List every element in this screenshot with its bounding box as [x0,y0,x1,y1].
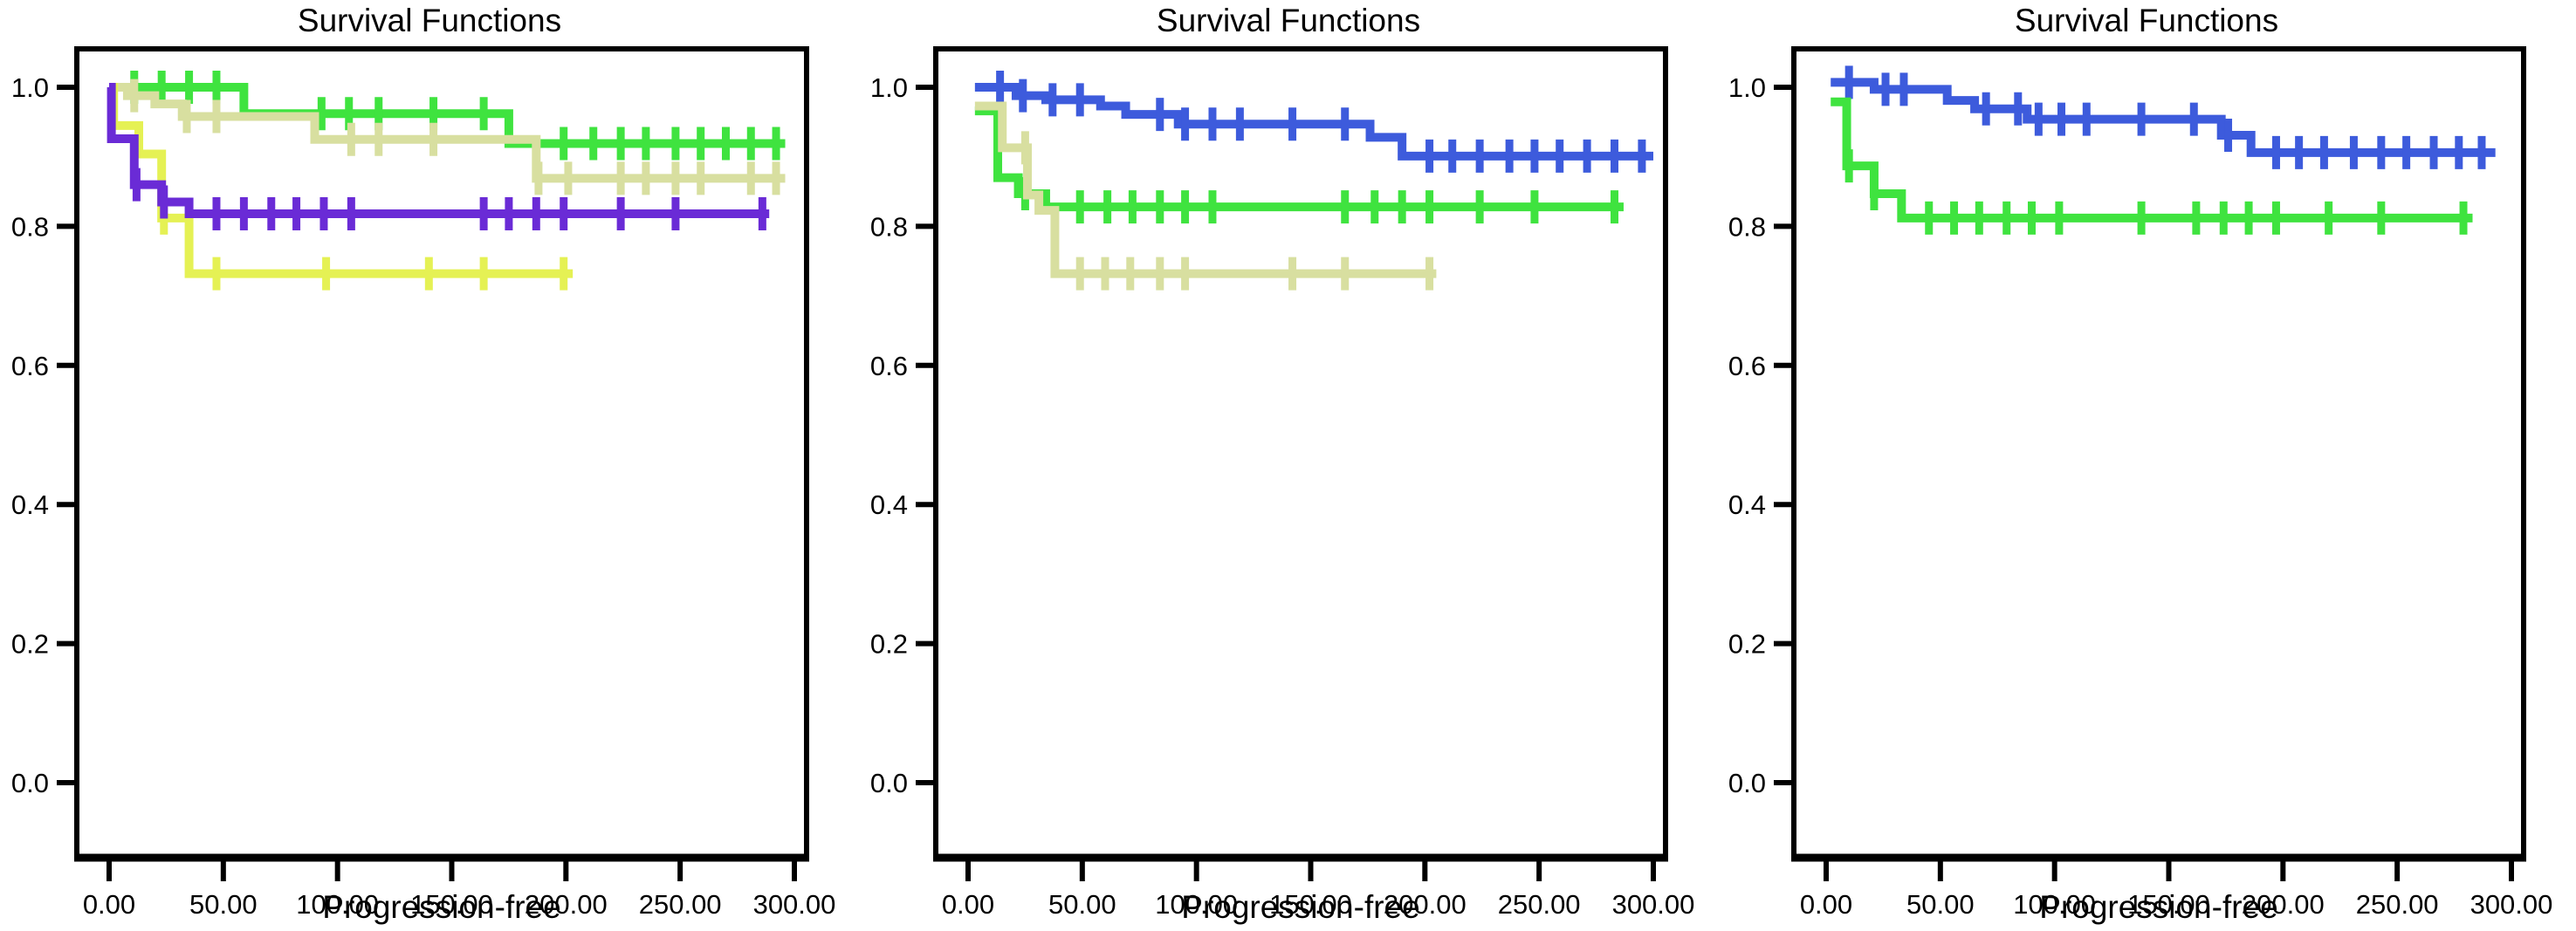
y-tick-label: 0.2 [870,629,908,660]
y-tick-label: 1.0 [1728,72,1766,103]
x-tick-label: 200.00 [525,889,608,920]
x-tick-label: 50.00 [1906,889,1975,920]
x-axis-title: Progression-free [1181,889,1419,925]
survival-plot-panel-3: Survival Functions 1.0 0.8 0.6 0.4 0.2 0.0 0.00… [1717,0,2576,927]
green-curve [974,106,1624,212]
y-tick-label: 0.4 [870,489,908,520]
x-tick-label: 250.00 [639,889,722,920]
khaki-curve [108,83,786,183]
purple-curve [106,83,770,219]
x-tick-label: 150.00 [2127,889,2210,920]
x-tick-label: 150.00 [410,889,493,920]
x-tick-label: 100.00 [296,889,379,920]
x-tick-label: 0.00 [83,889,135,920]
y-tick-label: 0.6 [1728,351,1766,381]
x-tick-label: 150.00 [1269,889,1352,920]
x-tick-label: 300.00 [753,889,836,920]
survival-plot-panel-1: Survival Functions 1.0 0.8 0.6 0.4 0.2 0.0 0.00… [0,0,859,927]
y-tick-label: 0.6 [11,351,49,381]
x-tick-label: 100.00 [1155,889,1238,920]
y-tick-label: 0.2 [11,629,49,660]
y-tick-label: 0.8 [11,211,49,242]
x-tick-label: 200.00 [1384,889,1467,920]
x-axis-title: Progression-free [2040,889,2278,925]
x-tick-label: 0.00 [942,889,994,920]
blue-curve [1831,78,2497,157]
survival-plot-2: Survival Functions 1.0 0.8 0.6 0.4 0.2 0.0 0.00… [870,3,1694,925]
y-tick-label: 0.4 [11,489,49,520]
y-tick-label: 1.0 [11,72,49,103]
survival-plot-3: Survival Functions 1.0 0.8 0.6 0.4 0.2 0.0 0.00… [1728,3,2553,925]
khaki-curve [974,101,1437,278]
chart-title: Survival Functions [1157,3,1420,38]
survival-plot-panel-2: Survival Functions 1.0 0.8 0.6 0.4 0.2 0.0 0.00… [859,0,1718,927]
y-tick-label: 0.4 [1728,489,1766,520]
x-tick-label: 200.00 [2242,889,2325,920]
survival-plot-1: Survival Functions 1.0 0.8 0.6 0.4 0.2 0.0 0.00… [11,3,836,925]
plot-frame [1791,46,2527,860]
x-tick-label: 300.00 [2470,889,2553,920]
x-tick-label: 300.00 [1611,889,1694,920]
x-axis-title: Progression-free [322,889,560,925]
y-tick-label: 1.0 [870,72,908,103]
x-tick-label: 0.00 [1800,889,1852,920]
x-tick-label: 50.00 [1048,889,1116,920]
chart-title: Survival Functions [298,3,561,38]
y-tick-label: 0.6 [870,351,908,381]
x-tick-label: 50.00 [189,889,258,920]
chart-title: Survival Functions [2015,3,2278,38]
y-tick-label: 0.2 [1728,629,1766,660]
x-tick-label: 100.00 [2014,889,2097,920]
y-tick-label: 0.0 [1728,768,1766,798]
y-tick-label: 0.8 [1728,211,1766,242]
y-tick-label: 0.0 [870,768,908,798]
blue-curve [974,83,1653,161]
x-tick-label: 250.00 [1497,889,1580,920]
y-tick-label: 0.0 [11,768,49,798]
y-tick-label: 0.8 [870,211,908,242]
x-tick-label: 250.00 [2356,889,2439,920]
